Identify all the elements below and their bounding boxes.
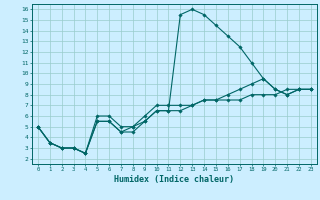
X-axis label: Humidex (Indice chaleur): Humidex (Indice chaleur) bbox=[115, 175, 234, 184]
